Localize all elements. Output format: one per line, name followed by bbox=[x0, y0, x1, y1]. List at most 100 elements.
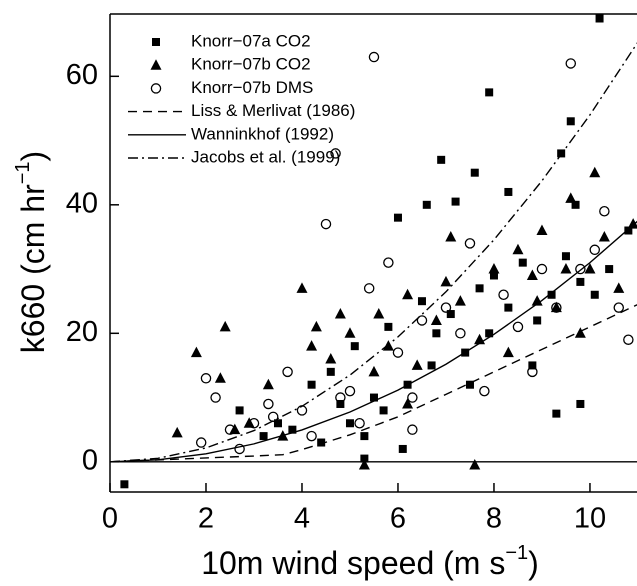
x-tick-label: 6 bbox=[390, 503, 406, 535]
square-point bbox=[485, 88, 494, 97]
square-point bbox=[624, 226, 633, 235]
triangle-point bbox=[373, 308, 385, 319]
square-point bbox=[422, 200, 431, 209]
x-tick-label: 10 bbox=[574, 503, 606, 535]
triangle-point bbox=[550, 301, 562, 313]
plot-area bbox=[110, 14, 637, 489]
square-point bbox=[576, 399, 585, 408]
circle-point bbox=[613, 302, 625, 313]
triangle-point bbox=[440, 275, 452, 287]
circle-point bbox=[282, 366, 293, 378]
legend-label: Knorr−07b CO2 bbox=[191, 55, 311, 74]
square-point bbox=[489, 271, 498, 280]
square-point bbox=[360, 432, 369, 441]
square-point bbox=[504, 303, 513, 312]
fit-line bbox=[110, 304, 637, 463]
triangle-point bbox=[526, 269, 538, 280]
triangle-point bbox=[214, 372, 226, 383]
triangle-point bbox=[334, 308, 346, 319]
triangle-point bbox=[598, 230, 610, 242]
circle-point bbox=[267, 411, 279, 423]
circle-point bbox=[575, 263, 586, 275]
circle-point bbox=[464, 238, 476, 249]
circle-point bbox=[512, 321, 524, 333]
triangle-point bbox=[262, 378, 274, 390]
square-point bbox=[317, 438, 326, 447]
triangle-point bbox=[325, 353, 337, 364]
circle-point bbox=[392, 347, 404, 358]
circle-point bbox=[440, 302, 452, 313]
square-point bbox=[566, 117, 575, 126]
square-point bbox=[528, 361, 537, 370]
triangle-point bbox=[402, 288, 414, 300]
triangle-point bbox=[306, 340, 318, 351]
square-point bbox=[437, 155, 446, 164]
square-point bbox=[120, 480, 129, 489]
square-point bbox=[475, 284, 484, 293]
x-axis-label: 10m wind speed (m s−1) bbox=[201, 542, 539, 581]
triangle-point bbox=[469, 459, 481, 470]
square-point bbox=[465, 380, 474, 389]
x-tick-label: 2 bbox=[198, 503, 214, 535]
square-point bbox=[432, 329, 441, 338]
fit-line bbox=[110, 220, 637, 463]
square-point bbox=[235, 406, 244, 415]
circle-point bbox=[234, 443, 245, 455]
square-point bbox=[590, 290, 599, 299]
circle-point bbox=[210, 392, 221, 403]
triangle-point bbox=[402, 397, 414, 409]
square-point bbox=[398, 444, 407, 453]
triangle-point bbox=[512, 243, 524, 255]
triangle-point bbox=[560, 263, 572, 274]
triangle-point bbox=[613, 282, 625, 293]
circle-point bbox=[589, 244, 601, 256]
legend-marker bbox=[152, 38, 160, 46]
circle-point bbox=[344, 385, 356, 397]
circle-point bbox=[551, 302, 562, 313]
triangle-point bbox=[368, 365, 380, 377]
square-point bbox=[369, 393, 378, 402]
x-tick-label: 4 bbox=[294, 503, 310, 535]
y-label-end: ) bbox=[15, 151, 51, 162]
square-point bbox=[427, 361, 436, 370]
square-point bbox=[273, 419, 282, 428]
square-point bbox=[307, 380, 316, 389]
square-point bbox=[393, 213, 402, 222]
y-tick-label: 20 bbox=[66, 316, 98, 348]
y-tick-label: 60 bbox=[66, 59, 98, 91]
square-point bbox=[547, 290, 556, 299]
square-point bbox=[571, 200, 580, 209]
square-point bbox=[533, 316, 542, 325]
circle-point bbox=[479, 385, 490, 397]
square-point bbox=[360, 454, 369, 463]
circle-point bbox=[565, 58, 577, 69]
square-point bbox=[384, 322, 393, 331]
square-point bbox=[605, 265, 614, 274]
y-label-text: k660 (cm hr bbox=[15, 184, 51, 353]
triangle-point bbox=[411, 359, 423, 370]
square-point bbox=[518, 258, 527, 267]
circle-point bbox=[455, 328, 466, 339]
triangle-point bbox=[296, 282, 308, 293]
square-point bbox=[561, 252, 570, 261]
circle-point bbox=[416, 315, 428, 326]
triangle-point bbox=[171, 426, 183, 438]
circle-point bbox=[368, 51, 380, 63]
triangle-point bbox=[310, 320, 322, 332]
circle-point bbox=[536, 263, 548, 275]
square-point bbox=[451, 197, 460, 206]
circle-point bbox=[195, 437, 207, 448]
triangle-point bbox=[358, 459, 370, 470]
circle-point bbox=[306, 430, 317, 442]
fit-line bbox=[110, 42, 637, 463]
legend-label: Knorr−07b DMS bbox=[191, 78, 313, 97]
legend-label: Jacobs et al. (1999) bbox=[191, 147, 340, 166]
x-label-end: ) bbox=[528, 545, 539, 581]
circle-point bbox=[248, 418, 260, 429]
legend-label: Wanninkhof (1992) bbox=[191, 124, 334, 143]
square-point bbox=[470, 168, 479, 177]
circle-point bbox=[320, 218, 332, 230]
circle-point bbox=[407, 392, 418, 403]
circle-point bbox=[296, 405, 308, 416]
